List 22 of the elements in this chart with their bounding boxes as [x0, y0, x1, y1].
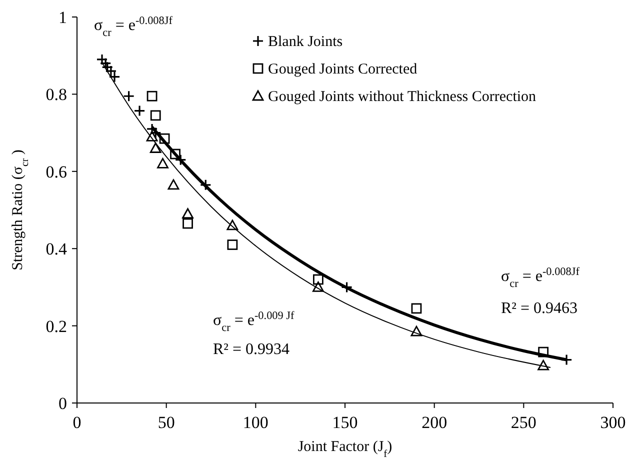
x-axis-title: Joint Factor (J$_{f}$) [298, 439, 392, 460]
y-tick-label: 0 [58, 394, 67, 413]
legend-label: Blank Joints [268, 34, 343, 50]
x-tick-label: 200 [422, 413, 448, 432]
annotation: R² = 0.9463 [501, 300, 578, 317]
x-tick-label: 50 [158, 413, 175, 432]
legend-label: Gouged Joints Corrected [268, 62, 418, 78]
y-tick-label: 0.8 [46, 85, 67, 104]
y-tick-label: 1 [58, 8, 67, 27]
y-tick-label: 0.6 [46, 162, 67, 182]
annotation: σ$_{cr}$ = e$^{-0.008Jf}$ [94, 15, 173, 39]
y-tick-label: 0.2 [46, 316, 67, 336]
x-tick-label: 150 [332, 413, 358, 432]
annotation: R² = 0.9934 [213, 341, 290, 358]
x-tick-label: 0 [72, 413, 82, 432]
x-tick-label: 300 [600, 413, 626, 432]
annotation: σ$_{cr}$ = e$^{-0.008Jf}$ [501, 266, 580, 290]
y-tick-label: 0.4 [46, 240, 68, 259]
x-tick-label: 250 [510, 413, 536, 432]
legend-label: Gouged Joints without Thickness Correction [268, 89, 537, 105]
x-tick-label: 100 [242, 413, 268, 432]
annotation: σ$_{cr}$ = e$^{-0.009 Jf}$ [213, 310, 294, 334]
